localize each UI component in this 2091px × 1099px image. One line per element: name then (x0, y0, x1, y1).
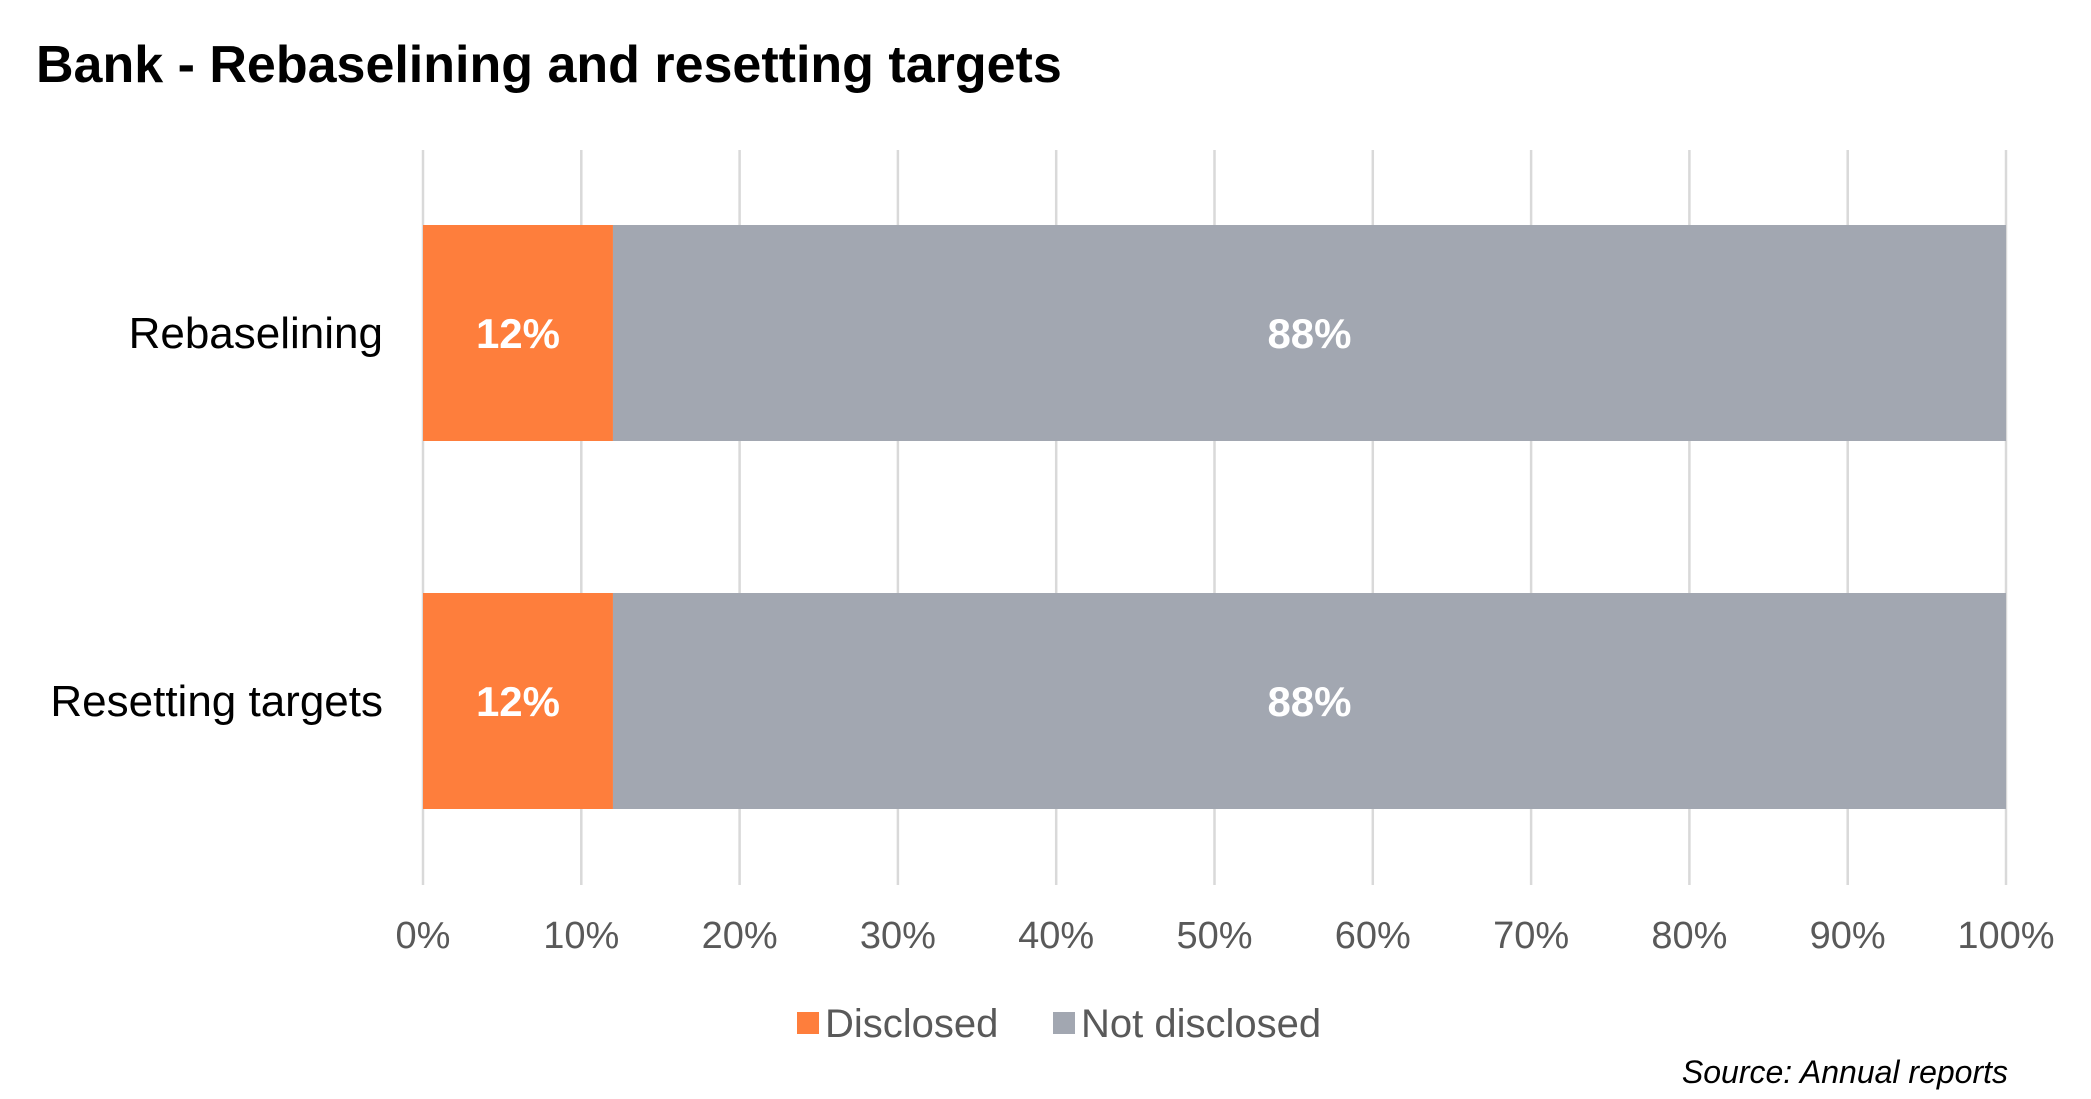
data-labels: 12% 88% 12% 88% (476, 310, 1352, 725)
x-tick-label: 40% (1018, 915, 1094, 957)
x-tick-label: 70% (1493, 915, 1569, 957)
x-tick-label: 100% (1957, 915, 2054, 957)
x-tick-label: 90% (1810, 915, 1886, 957)
category-labels: Rebaselining Resetting targets (50, 309, 383, 726)
x-axis-tick-labels: 0% 10% 20% 30% 40% 50% 60% 70% 80% 90% 100% (396, 915, 2055, 957)
legend-swatch (797, 1012, 819, 1034)
x-tick-label: 30% (860, 915, 936, 957)
legend-swatch (1053, 1012, 1075, 1034)
x-tick-label: 60% (1335, 915, 1411, 957)
bars (423, 225, 2007, 809)
legend: Disclosed Not disclosed (797, 1002, 1321, 1046)
data-label: 88% (1267, 678, 1351, 725)
bar-segment (612, 225, 2007, 441)
data-label: 12% (476, 678, 560, 725)
legend-label: Disclosed (825, 1002, 998, 1046)
bar-segment (423, 593, 613, 809)
category-label: Rebaselining (129, 309, 383, 358)
chart-title: Bank - Rebaselining and resetting target… (36, 36, 1062, 94)
x-tick-label: 80% (1651, 915, 1727, 957)
category-label: Resetting targets (50, 677, 383, 726)
legend-label: Not disclosed (1081, 1002, 1321, 1046)
bar-segment (612, 593, 2007, 809)
data-label: 88% (1267, 310, 1351, 357)
x-tick-label: 50% (1176, 915, 1252, 957)
data-label: 12% (476, 310, 560, 357)
source-note: Source: Annual reports (1682, 1054, 2008, 1090)
bar-segment (423, 225, 613, 441)
x-tick-label: 0% (396, 915, 451, 957)
x-tick-label: 20% (702, 915, 778, 957)
x-tick-label: 10% (543, 915, 619, 957)
